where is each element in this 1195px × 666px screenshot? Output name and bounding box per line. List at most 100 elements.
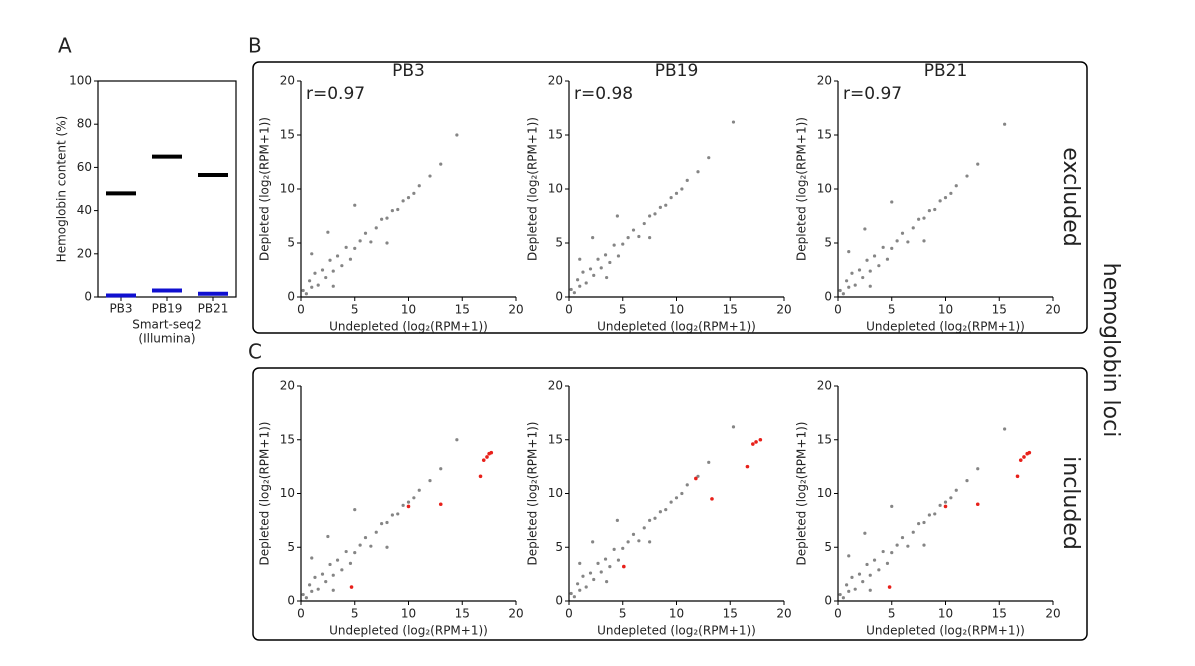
y-tick-label: 10 — [280, 486, 295, 500]
point — [304, 292, 308, 296]
point — [572, 291, 576, 295]
chart-title: PB19 — [655, 61, 699, 81]
y-tick-label: 15 — [280, 128, 295, 142]
point — [922, 239, 926, 243]
point — [349, 585, 354, 589]
point — [331, 284, 335, 288]
point — [745, 464, 750, 469]
point — [331, 588, 335, 592]
point — [853, 587, 857, 591]
point — [965, 174, 969, 178]
y-tick-label: 20 — [817, 379, 832, 393]
point — [751, 442, 755, 446]
point — [933, 207, 937, 212]
point — [648, 236, 652, 240]
point — [358, 543, 362, 547]
point — [439, 162, 443, 166]
y-tick-label: 5 — [287, 540, 295, 554]
x-tick-label: 10 — [669, 607, 684, 621]
point — [578, 257, 582, 261]
point — [412, 191, 416, 195]
point — [324, 580, 328, 584]
point — [320, 572, 325, 576]
point — [584, 281, 588, 285]
y-tick-label: 5 — [555, 540, 563, 554]
point — [406, 500, 411, 504]
point — [938, 503, 942, 507]
point — [731, 425, 736, 429]
point — [845, 583, 849, 587]
point — [439, 467, 443, 471]
point — [954, 488, 958, 492]
point — [622, 564, 626, 569]
y-tick-label: 0 — [555, 290, 563, 304]
annotation: r=0.98 — [574, 84, 633, 104]
point — [872, 558, 877, 562]
point — [608, 565, 612, 569]
point — [308, 583, 312, 587]
point — [642, 526, 646, 530]
point — [664, 508, 668, 512]
point — [900, 231, 905, 235]
point — [615, 214, 619, 218]
y-tick-label: 5 — [287, 236, 295, 250]
point — [911, 530, 915, 534]
x-tick-label: 20 — [1045, 607, 1060, 621]
point — [838, 288, 842, 293]
point — [485, 455, 489, 459]
point — [847, 250, 851, 254]
point — [605, 275, 609, 280]
panel-box — [252, 367, 1088, 641]
point — [605, 580, 609, 584]
point — [674, 496, 679, 500]
point — [642, 221, 646, 226]
point — [626, 236, 630, 240]
point — [596, 257, 600, 261]
point — [890, 504, 894, 508]
point — [694, 476, 698, 481]
y-tick-label: 20 — [77, 246, 92, 260]
point — [396, 512, 400, 516]
y-tick-label: 15 — [548, 432, 563, 446]
y-tick-label: 5 — [555, 236, 563, 250]
point — [358, 239, 362, 243]
point — [648, 214, 652, 218]
point — [478, 474, 483, 479]
point — [838, 592, 842, 597]
point — [438, 502, 443, 507]
point — [581, 574, 585, 578]
x-tick-label: 20 — [776, 607, 791, 621]
y-tick-label: 80 — [77, 117, 92, 131]
point — [591, 540, 595, 544]
y-tick-label: 10 — [817, 182, 832, 196]
x-tick-label: 20 — [776, 303, 791, 317]
point — [363, 535, 368, 540]
point — [887, 585, 892, 589]
point — [428, 174, 432, 178]
point — [863, 531, 867, 535]
y-tick-label: 5 — [824, 236, 832, 250]
x-axis-label: Undepleted (log₂(RPM+1)) — [329, 320, 488, 334]
point — [380, 522, 384, 526]
point — [890, 200, 894, 204]
point — [857, 268, 862, 272]
point — [637, 539, 641, 543]
point — [626, 540, 630, 544]
y-tick-label: 10 — [548, 182, 563, 196]
point — [707, 156, 711, 160]
point — [841, 596, 845, 600]
point — [696, 474, 700, 478]
plot-frame — [97, 80, 237, 298]
x-axis-label: Undepleted (log₂(RPM+1)) — [329, 624, 488, 638]
point — [865, 562, 869, 567]
point — [608, 260, 612, 265]
point — [917, 522, 921, 526]
x-tick-label: 20 — [1045, 303, 1060, 317]
point — [304, 596, 308, 600]
point — [616, 254, 621, 258]
y-tick-label: 0 — [287, 594, 295, 608]
point — [943, 500, 948, 504]
x-tick-label: 15 — [992, 607, 1007, 621]
point — [949, 191, 953, 195]
